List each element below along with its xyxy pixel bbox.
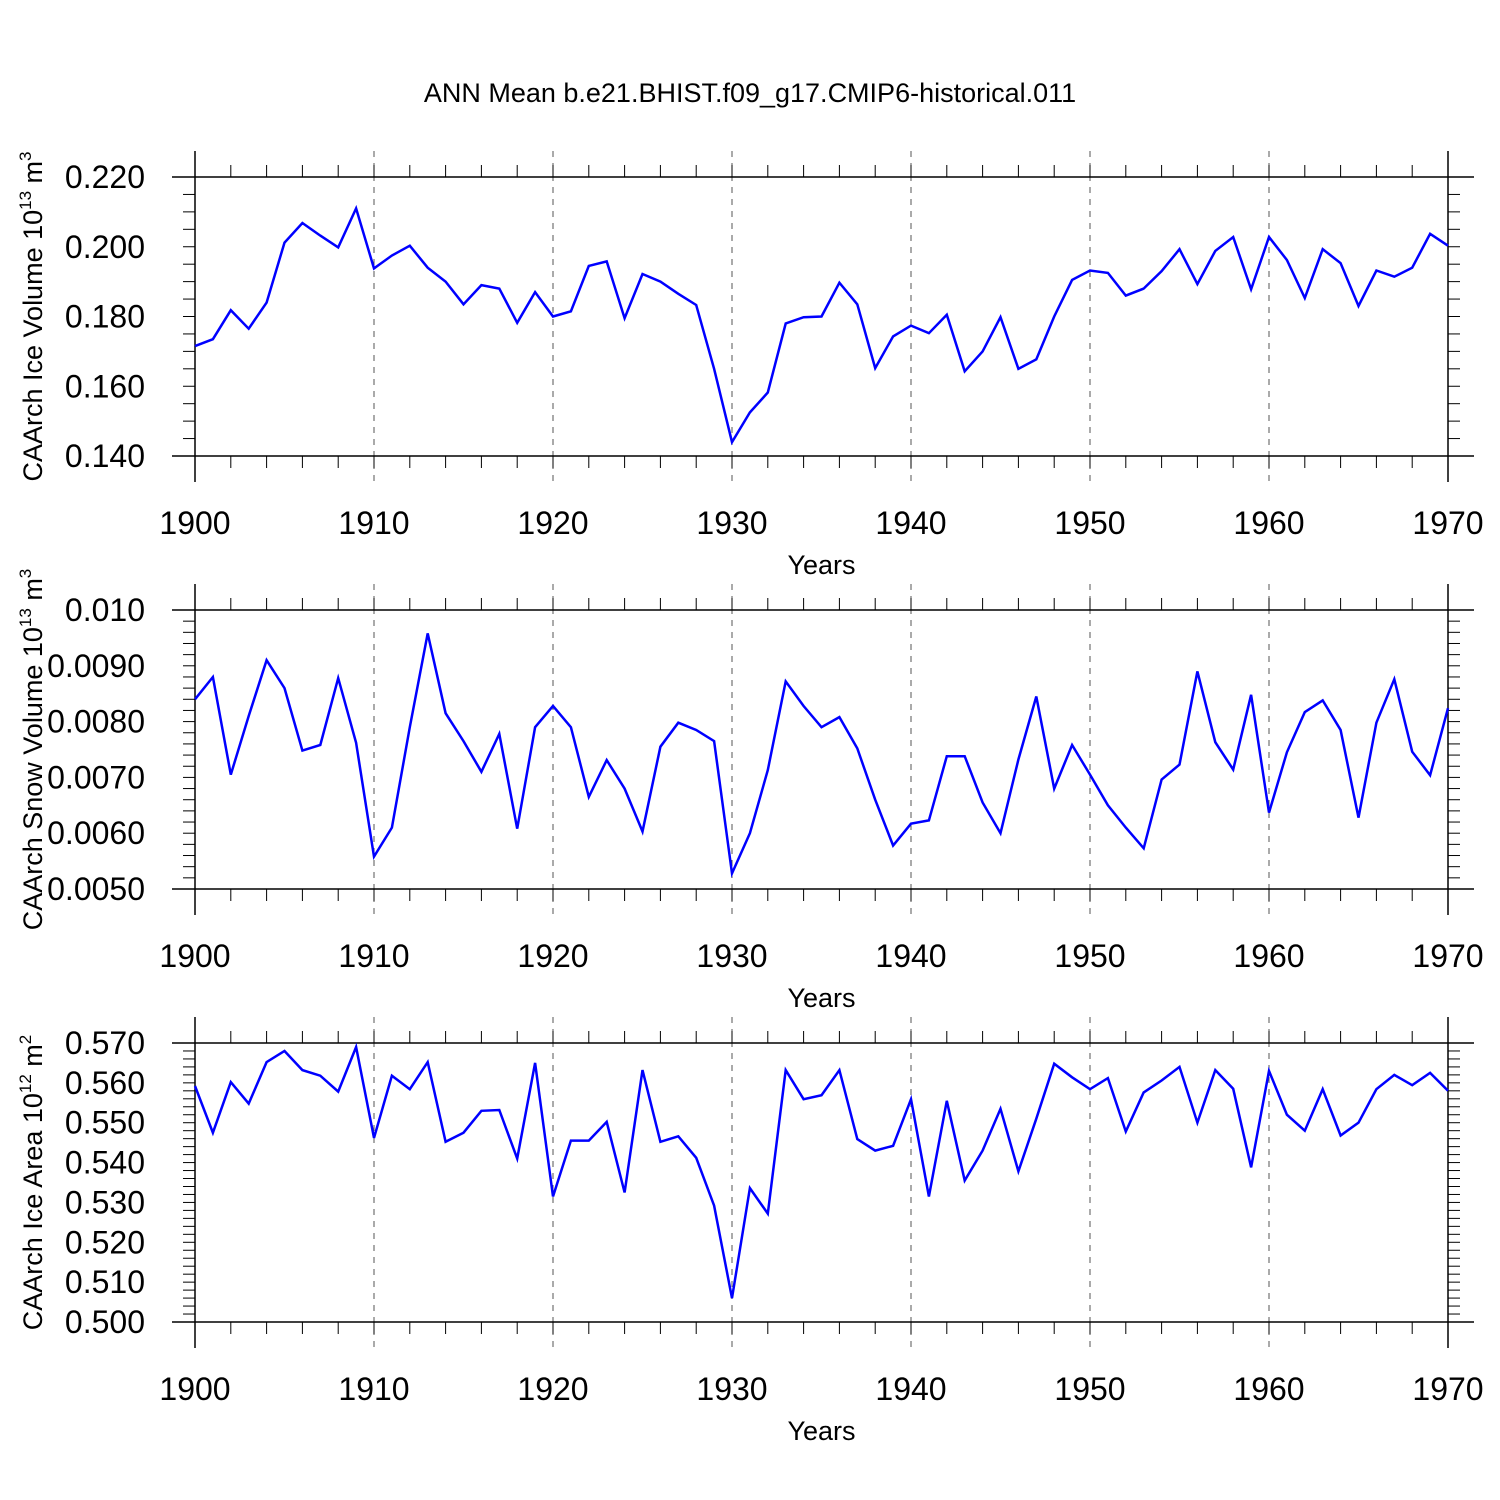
y-tick-label: 0.550 [65,1105,145,1141]
series-line [193,1042,1449,1299]
x-tick-label: 1910 [338,505,409,541]
x-tick-label: 1900 [159,505,230,541]
y-axis-title-unit: m [18,1044,48,1074]
y-tick-label: 0.160 [65,368,145,404]
x-tick-label: 1920 [517,938,588,974]
y-tick-label: 0.0090 [47,648,145,684]
y-axis-title: CAArch Ice Area 1012 m2 [16,1035,48,1331]
y-axis-title: CAArch Snow Volume 1013 m3 [16,569,48,931]
x-axis-title: Years [787,550,855,580]
y-tick-label: 0.520 [65,1224,145,1260]
y-axis-title-unit-exponent: 3 [16,151,35,160]
y-tick-label: 0.180 [65,299,145,335]
y-tick-label: 0.540 [65,1145,145,1181]
y-axis-title-exponent: 13 [16,191,35,210]
y-tick-label: 0.200 [65,229,145,265]
x-tick-label: 1970 [1412,505,1483,541]
y-axis-title-unit-exponent: 2 [16,1035,35,1044]
x-tick-label: 1900 [159,1371,230,1407]
series-line [194,633,1450,878]
x-axis-title: Years [787,983,855,1013]
x-tick-label: 1930 [696,1371,767,1407]
x-tick-label: 1910 [338,938,409,974]
y-axis-title: CAArch Ice Volume 1013 m3 [16,151,48,481]
y-tick-label: 0.010 [65,592,145,628]
x-tick-label: 1970 [1412,938,1483,974]
y-tick-label: 0.510 [65,1264,145,1300]
x-tick-label: 1930 [696,505,767,541]
y-tick-label: 0.0080 [47,704,145,740]
x-axis-title: Years [787,1416,855,1446]
y-tick-label: 0.140 [65,438,145,474]
y-axis-title-exponent: 12 [16,1074,35,1093]
x-tick-label: 1940 [875,938,946,974]
series-line [194,204,1449,446]
y-axis-title-unit-exponent: 3 [16,569,35,578]
x-tick-label: 1960 [1233,938,1304,974]
x-tick-label: 1920 [517,1371,588,1407]
x-tick-label: 1950 [1054,938,1125,974]
x-tick-label: 1950 [1054,505,1125,541]
y-axis-title-exponent: 13 [16,608,35,627]
chart-title: ANN Mean b.e21.BHIST.f09_g17.CMIP6-histo… [423,78,1077,108]
x-tick-label: 1930 [696,938,767,974]
y-axis-title-base: CAArch Ice Volume 10 [18,210,48,482]
x-tick-label: 1940 [875,1371,946,1407]
chart-panel-1: 0.140 0.160 0.180 0.200 0.220 1900 1910 1920 193… [16,151,1484,580]
x-tick-label: 1950 [1054,1371,1125,1407]
x-tick-label: 1920 [517,505,588,541]
y-tick-label: 0.0070 [47,759,145,795]
y-tick-label: 0.560 [65,1065,145,1101]
y-axis-title-base: CAArch Ice Area 10 [18,1093,48,1330]
x-tick-label: 1940 [875,505,946,541]
x-tick-label: 1960 [1233,505,1304,541]
x-tick-label: 1970 [1412,1371,1483,1407]
x-tick-label: 1910 [338,1371,409,1407]
y-axis-title-base: CAArch Snow Volume 10 [18,627,48,930]
chart-panel-2: 0.0050 0.0060 0.0070 0.0080 0.0090 0.010 1900 1… [16,569,1484,1013]
y-axis-title-unit: m [18,578,48,608]
y-tick-label: 0.0050 [47,871,145,907]
x-tick-label: 1900 [159,938,230,974]
y-axis-title-unit: m [18,161,48,191]
y-tick-label: 0.220 [65,159,145,195]
y-tick-label: 0.530 [65,1184,145,1220]
y-tick-label: 0.570 [65,1025,145,1061]
x-tick-label: 1960 [1233,1371,1304,1407]
y-tick-label: 0.0060 [47,815,145,851]
y-tick-label: 0.500 [65,1304,145,1340]
